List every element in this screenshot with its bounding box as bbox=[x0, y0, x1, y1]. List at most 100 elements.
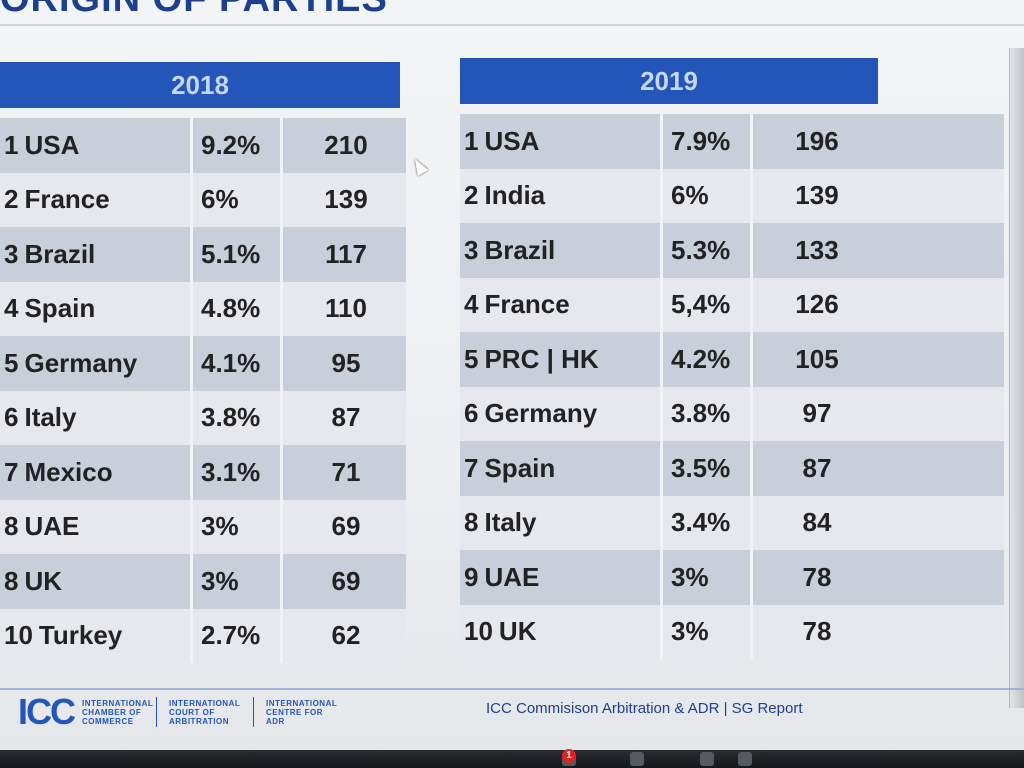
country: Brazil bbox=[24, 238, 96, 269]
country: Italy bbox=[24, 402, 77, 433]
logo-separator bbox=[156, 697, 157, 727]
count-cell: 196 bbox=[750, 114, 881, 169]
country: USA bbox=[484, 125, 540, 156]
percent-cell: 3% bbox=[660, 550, 761, 605]
rank: 6 bbox=[4, 402, 19, 433]
table-row: 5 PRC | HK 4.2% 105 bbox=[460, 332, 1004, 387]
count-cell: 69 bbox=[280, 554, 409, 609]
country: Spain bbox=[484, 452, 556, 483]
country: Turkey bbox=[38, 620, 123, 651]
rank: 5 bbox=[464, 343, 479, 374]
percent-cell: 7.9% bbox=[660, 114, 761, 169]
percent-cell: 5.1% bbox=[190, 227, 291, 282]
rank: 1 bbox=[4, 129, 19, 160]
logo-separator bbox=[253, 697, 254, 727]
percent-cell: 3.4% bbox=[660, 495, 761, 550]
logo-line-3: INTERNATIONAL CENTRE FOR ADR bbox=[266, 698, 338, 726]
rank: 10 bbox=[464, 616, 493, 647]
country: France bbox=[24, 184, 110, 215]
rank-country-cell: 5 PRC | HK bbox=[460, 332, 664, 387]
percent-cell: 3.8% bbox=[660, 386, 761, 441]
table-row: 7 Spain 3.5% 87 bbox=[460, 441, 1004, 496]
table-row: 6 Italy 3.8% 87 bbox=[0, 390, 406, 445]
rank-country-cell: 4 France bbox=[460, 278, 664, 333]
percent-cell: 5,4% bbox=[660, 277, 761, 332]
table-row: 7 Mexico 3.1% 71 bbox=[0, 445, 406, 500]
rank-country-cell: 5 Germany bbox=[0, 336, 194, 391]
table-row: 2 India 6% 139 bbox=[460, 168, 1004, 224]
count-cell: 78 bbox=[750, 604, 881, 659]
count-cell: 117 bbox=[280, 227, 409, 282]
count-cell: 71 bbox=[280, 445, 409, 500]
rank: 8 bbox=[4, 565, 19, 596]
count-cell: 95 bbox=[280, 336, 409, 391]
title-divider bbox=[0, 24, 1024, 26]
rank-country-cell: 7 Spain bbox=[460, 441, 664, 496]
rank: 8 bbox=[464, 507, 479, 538]
taskbar-app-icon[interactable] bbox=[700, 752, 714, 766]
rank-country-cell: 8 UAE bbox=[0, 500, 194, 555]
count-cell: 133 bbox=[750, 223, 881, 278]
count-cell: 78 bbox=[750, 550, 881, 605]
header-2019: 2019 bbox=[460, 58, 878, 104]
rank-country-cell: 2 India bbox=[460, 169, 664, 224]
table-row: 1 USA 7.9% 196 bbox=[460, 114, 1004, 169]
icc-logo: ICC INTERNATIONAL CHAMBER OF COMMERCE IN… bbox=[18, 691, 338, 732]
table-row: 9 UAE 3% 78 bbox=[460, 550, 1004, 605]
country: Italy bbox=[484, 507, 537, 538]
rank-country-cell: 4 Spain bbox=[0, 282, 194, 337]
count-cell: 84 bbox=[750, 495, 881, 550]
count-cell: 87 bbox=[750, 441, 881, 496]
header-2018: 2018 bbox=[0, 62, 400, 108]
notification-badge: 1 bbox=[562, 749, 576, 763]
rank: 2 bbox=[464, 180, 479, 211]
table-row: 3 Brazil 5.1% 117 bbox=[0, 227, 406, 282]
logo-line-1: INTERNATIONAL CHAMBER OF COMMERCE bbox=[82, 698, 154, 726]
count-cell: 210 bbox=[280, 118, 409, 173]
count-cell: 69 bbox=[280, 499, 409, 554]
country: UAE bbox=[24, 511, 80, 542]
rank: 2 bbox=[4, 184, 19, 215]
percent-cell: 5.3% bbox=[660, 223, 761, 278]
count-cell: 97 bbox=[750, 386, 881, 441]
rank: 3 bbox=[4, 238, 19, 269]
rank: 5 bbox=[4, 347, 19, 378]
taskbar-app-icon[interactable] bbox=[630, 752, 644, 766]
rank-country-cell: 10 Turkey bbox=[0, 609, 194, 664]
country: Germany bbox=[484, 398, 598, 429]
rank: 6 bbox=[464, 398, 479, 429]
table-row: 8 UK 3% 69 bbox=[0, 554, 406, 609]
percent-cell: 6% bbox=[660, 168, 761, 223]
rank-country-cell: 9 UAE bbox=[460, 550, 664, 605]
taskbar-app-icon[interactable] bbox=[738, 752, 752, 766]
rank-country-cell: 8 UK bbox=[0, 554, 194, 609]
percent-cell: 3.8% bbox=[190, 390, 291, 445]
table-row: 3 Brazil 5.3% 133 bbox=[460, 223, 1004, 278]
table-row: 2 France 6% 139 bbox=[0, 172, 406, 228]
taskbar: 1 bbox=[0, 749, 1024, 768]
rank: 3 bbox=[464, 234, 479, 265]
table-row: 10 Turkey 2.7% 62 bbox=[0, 608, 406, 664]
country: UK bbox=[24, 565, 63, 596]
rank: 1 bbox=[464, 125, 479, 156]
count-cell: 110 bbox=[280, 281, 409, 336]
percent-cell: 6% bbox=[190, 172, 291, 227]
rank-country-cell: 2 France bbox=[0, 173, 194, 228]
percent-cell: 3% bbox=[190, 554, 291, 609]
count-cell: 105 bbox=[750, 332, 881, 387]
country: Germany bbox=[24, 347, 138, 378]
table-row: 10 UK 3% 78 bbox=[460, 604, 1004, 659]
rank-country-cell: 3 Brazil bbox=[0, 227, 194, 282]
table-row: 8 UAE 3% 69 bbox=[0, 499, 409, 555]
rank: 4 bbox=[464, 289, 479, 320]
table-row: 8 Italy 3.4% 84 bbox=[460, 495, 1004, 550]
mouse-cursor bbox=[409, 156, 429, 176]
window-edge bbox=[1009, 48, 1024, 708]
percent-cell: 3.5% bbox=[660, 441, 761, 496]
icc-logo-mark: ICC bbox=[18, 691, 76, 732]
rank-country-cell: 1 USA bbox=[0, 118, 194, 173]
rank: 7 bbox=[4, 456, 19, 487]
rank: 7 bbox=[464, 452, 479, 483]
rank-country-cell: 3 Brazil bbox=[460, 223, 664, 278]
